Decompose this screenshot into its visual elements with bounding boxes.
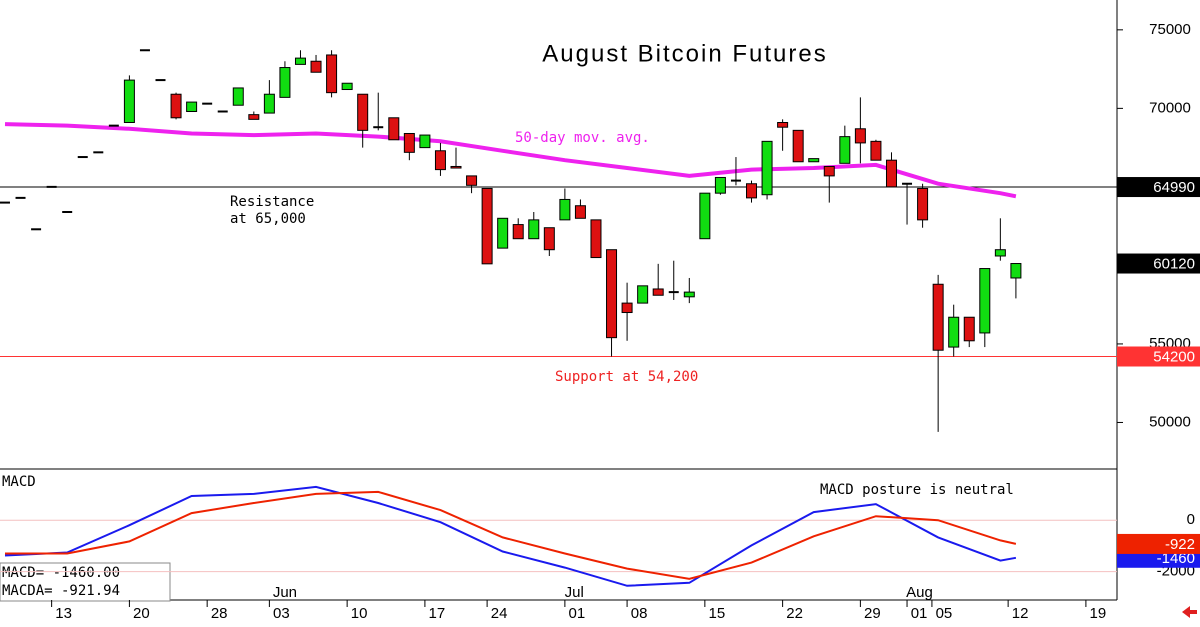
candle-body <box>403 132 415 153</box>
candle-body <box>434 150 446 171</box>
y-tick-label: 0 <box>1187 511 1195 528</box>
candle-body <box>777 121 789 128</box>
candle-body <box>652 288 664 296</box>
candle-body <box>123 79 135 123</box>
candle-body <box>512 224 524 240</box>
reference-label-box <box>1117 346 1200 367</box>
candle-body <box>543 227 555 251</box>
candle-body <box>823 165 835 177</box>
candle-body <box>761 140 773 196</box>
candle-body <box>979 268 991 334</box>
candle-body <box>792 129 804 163</box>
candle-body <box>699 192 711 240</box>
candle-body <box>606 249 618 339</box>
month-label: Aug <box>906 584 933 601</box>
macd-line <box>5 490 1017 580</box>
candle-body <box>326 54 338 94</box>
annotation: Resistance <box>230 194 314 210</box>
candle-body <box>263 93 275 114</box>
candle-body <box>450 165 462 169</box>
readout: MACD= -1460.00 <box>2 565 120 581</box>
end-label: -1460 <box>1157 550 1195 567</box>
x-tick-label: 24 <box>491 605 508 622</box>
candle-body <box>232 87 244 106</box>
scroll-arrow[interactable] <box>1182 606 1197 618</box>
x-tick-label: 08 <box>631 605 648 622</box>
candle-body <box>419 134 431 149</box>
x-tick-label: 03 <box>273 605 290 622</box>
candle-body <box>481 187 493 265</box>
macd-line <box>4 485 1017 587</box>
candle-body <box>917 187 929 221</box>
readout-box <box>0 562 171 602</box>
candle-body <box>714 176 726 194</box>
last-price-label: 60120 <box>1153 255 1195 272</box>
candle-body <box>186 101 198 113</box>
candle-body <box>279 67 291 98</box>
reference-label: 64990 <box>1153 179 1195 196</box>
x-tick-label: 20 <box>133 605 150 622</box>
candle-body <box>170 93 182 119</box>
end-label: -922 <box>1165 536 1195 553</box>
panel-title: MACD <box>2 474 36 490</box>
y-tick-label: 50000 <box>1149 413 1191 430</box>
month-label: Jun <box>273 584 297 601</box>
candle-body <box>590 219 602 259</box>
x-tick-label: 19 <box>1090 605 1107 622</box>
end-label-box <box>1117 533 1200 554</box>
candle-body <box>994 249 1006 257</box>
annotation: at 65,000 <box>230 211 306 227</box>
last-price-label-box <box>1117 253 1200 274</box>
candle-body <box>808 158 820 163</box>
chart-title: August Bitcoin Futures <box>542 40 827 67</box>
readout: MACDA= -921.94 <box>2 583 120 599</box>
y-tick-label: 75000 <box>1149 21 1191 38</box>
month-label: Jul <box>565 584 584 601</box>
candle-body <box>932 283 944 351</box>
candle-body <box>948 316 960 348</box>
candle-body <box>1010 263 1022 279</box>
x-tick-label: 01 <box>569 605 586 622</box>
x-tick-label: 29 <box>864 605 881 622</box>
candle-body <box>357 93 369 131</box>
y-tick-label: 70000 <box>1149 99 1191 116</box>
candle-body <box>248 114 260 120</box>
x-tick-label: 10 <box>351 605 368 622</box>
candle-body <box>637 285 649 304</box>
candle-body <box>621 302 633 314</box>
candle-body <box>294 57 306 65</box>
candle-body <box>574 205 586 219</box>
candle-body <box>854 128 866 144</box>
reference-label-box <box>1117 177 1200 198</box>
annotation: MACD posture is neutral <box>820 482 1014 498</box>
candle-body <box>528 219 540 240</box>
x-tick-label: 28 <box>211 605 228 622</box>
candle-body <box>559 198 571 221</box>
candle-body <box>963 316 975 342</box>
candle-body <box>746 183 758 199</box>
annotation: Support at 54,200 <box>555 369 698 385</box>
candle-body <box>683 291 695 298</box>
candle-body <box>870 140 882 161</box>
x-tick-label: 15 <box>709 605 726 622</box>
candle-body <box>885 159 897 188</box>
x-tick-label: 13 <box>55 605 72 622</box>
x-tick-label: 17 <box>429 605 446 622</box>
candle-body <box>341 82 353 91</box>
candle-body <box>466 175 478 186</box>
reference-label: 54200 <box>1153 348 1195 365</box>
candle-body <box>839 136 851 164</box>
x-tick-label: 12 <box>1012 605 1029 622</box>
candle-body <box>310 60 322 73</box>
x-tick-label: 01 <box>911 605 928 622</box>
ma-label: 50-day mov. avg. <box>515 130 650 146</box>
candle-body <box>497 217 509 249</box>
x-tick-label: 22 <box>786 605 803 622</box>
x-tick-label: 05 <box>936 605 953 622</box>
candle-body <box>388 117 400 141</box>
